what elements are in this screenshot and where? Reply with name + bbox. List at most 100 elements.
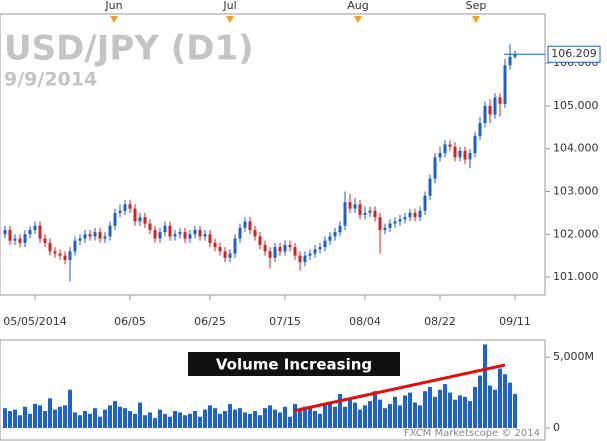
- candle-body: [438, 153, 442, 158]
- volume-bar: [448, 392, 452, 428]
- candle-body: [498, 97, 502, 104]
- volume-bar: [313, 411, 317, 428]
- volume-bar: [238, 408, 242, 428]
- volume-bar: [98, 416, 102, 428]
- month-label: Aug: [347, 0, 368, 12]
- candle-body: [418, 210, 422, 218]
- volume-bar: [498, 368, 502, 428]
- candle-body: [93, 232, 97, 237]
- volume-bar: [408, 392, 412, 428]
- volume-bar: [203, 409, 207, 428]
- candle-body: [188, 234, 192, 239]
- volume-bar: [468, 401, 472, 428]
- volume-bar: [138, 402, 142, 428]
- candle-body: [98, 232, 102, 239]
- volume-bar: [83, 411, 87, 428]
- candle-body: [423, 195, 427, 211]
- month-marker: [110, 16, 118, 23]
- candle-body: [193, 229, 197, 235]
- candle-body: [88, 234, 92, 237]
- candle-body: [333, 232, 337, 237]
- volume-bar: [93, 408, 97, 428]
- candle-body: [388, 223, 392, 228]
- candle-body: [183, 232, 187, 239]
- volume-bar: [158, 409, 162, 428]
- volume-bar: [343, 406, 347, 428]
- candle-body: [63, 255, 67, 260]
- volume-bar: [363, 405, 367, 428]
- volume-bar: [263, 408, 267, 428]
- volume-bar: [463, 396, 467, 428]
- candle-body: [13, 238, 17, 241]
- volume-bar: [368, 401, 372, 428]
- candle-body: [243, 221, 247, 228]
- volume-bar: [153, 418, 157, 428]
- candle-body: [3, 229, 7, 235]
- x-tick-label: 06/25: [194, 315, 226, 328]
- marks: Jun Jul Aug Sep 101.000 102.000 103.000 104.000…: [3, 0, 601, 434]
- y-tick-label: 101.000: [553, 270, 599, 283]
- x-tick-label: 07/15: [269, 315, 301, 328]
- volume-bar: [168, 416, 172, 428]
- credit: FXCM Marketscope © 2014: [404, 428, 540, 439]
- volume-bar: [383, 408, 387, 428]
- candle-body: [353, 204, 357, 209]
- volume-bar: [393, 396, 397, 428]
- candle-body: [238, 227, 242, 239]
- y-tick-label: 104.000: [553, 142, 599, 155]
- candle-body: [298, 255, 302, 263]
- candle-body: [293, 247, 297, 256]
- volume-bar: [488, 385, 492, 428]
- candle-body: [78, 238, 82, 241]
- volume-bar: [13, 409, 17, 428]
- chart-title: USD/JPY (D1): [4, 29, 254, 69]
- candle-body: [393, 221, 397, 224]
- volume-bar: [18, 415, 22, 428]
- volume-bar: [298, 409, 302, 428]
- volume-bar: [323, 405, 327, 428]
- volume-bar: [428, 386, 432, 428]
- volume-bar: [278, 412, 282, 428]
- volume-bar: [273, 409, 277, 428]
- volume-bar: [473, 386, 477, 428]
- candle-body: [328, 236, 332, 241]
- x-tick-label: 09/11: [499, 315, 531, 328]
- candle-body: [483, 105, 487, 124]
- candle-body: [403, 217, 407, 220]
- volume-bar: [258, 415, 262, 428]
- candle-body: [413, 212, 417, 218]
- x-tick-label: 06/05: [114, 315, 146, 328]
- volume-bar: [353, 402, 357, 428]
- volume-bar: [398, 405, 402, 428]
- candle-body: [308, 253, 312, 256]
- volume-bar: [53, 409, 57, 428]
- volume-bar: [178, 412, 182, 428]
- candle-body: [503, 65, 507, 104]
- volume-bar: [478, 375, 482, 428]
- volume-bar: [78, 415, 82, 428]
- volume-bar: [33, 403, 37, 428]
- candle-body: [478, 123, 482, 136]
- chart-subtitle: 9/9/2014: [4, 69, 97, 91]
- volume-bar: [208, 405, 212, 428]
- x-tick-label: 08/22: [424, 315, 456, 328]
- volume-bar: [88, 413, 92, 428]
- volume-bar: [318, 413, 322, 428]
- volume-bar: [173, 411, 177, 428]
- candle-body: [228, 253, 232, 258]
- candle-body: [303, 255, 307, 263]
- y-tick-label: 105.000: [553, 99, 599, 112]
- candle-body: [113, 212, 117, 226]
- candle-body: [338, 225, 342, 233]
- last-price-box: [547, 45, 601, 63]
- x-tick-label: 08/04: [349, 315, 381, 328]
- candle-body: [318, 247, 322, 250]
- candle-body: [33, 225, 37, 230]
- volume-bar: [223, 411, 227, 428]
- candle-body: [203, 234, 207, 237]
- candle-body: [288, 244, 292, 248]
- candle-body: [383, 227, 387, 230]
- candle-body: [408, 212, 412, 218]
- volume-bar: [288, 416, 292, 428]
